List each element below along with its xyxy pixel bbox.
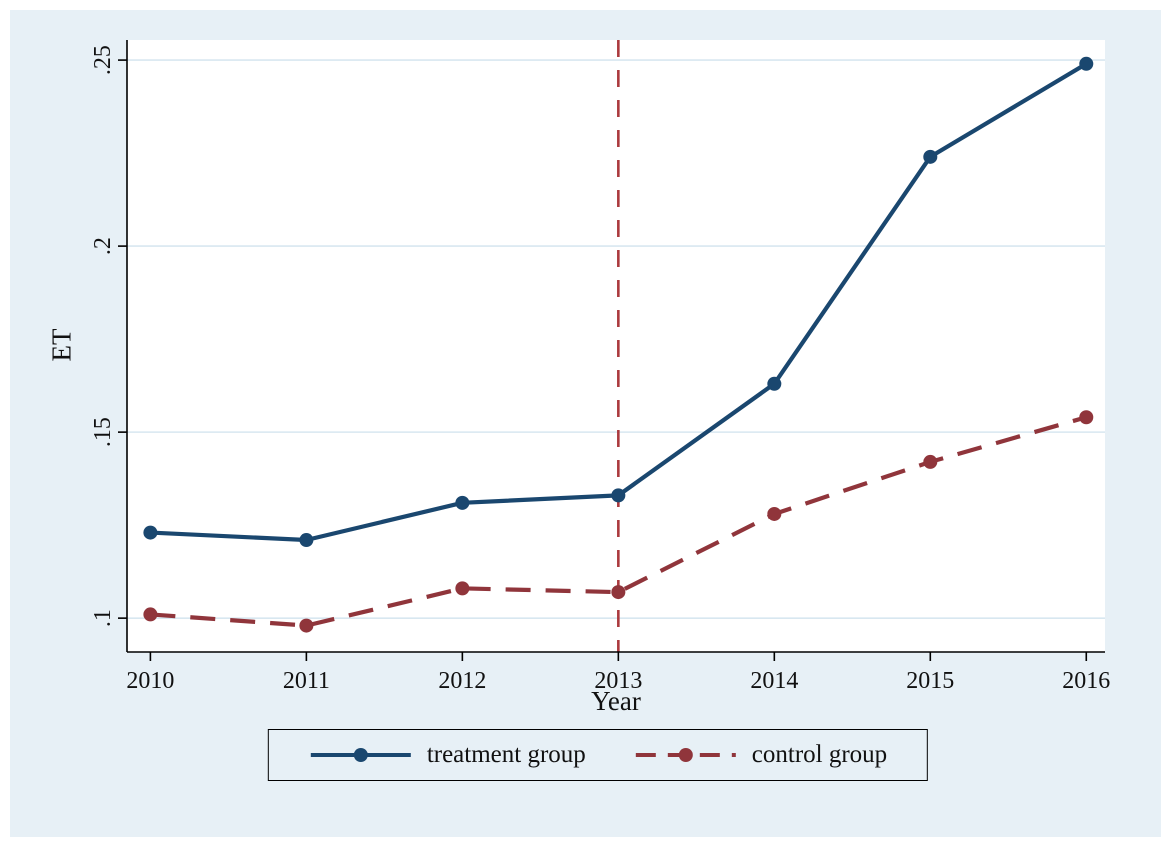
x-tick-label: 2010 (126, 668, 174, 694)
marker-treatment-group (611, 488, 626, 503)
treatment-line-sample (310, 748, 411, 762)
marker-treatment-group (455, 495, 470, 510)
x-tick-label: 2013 (594, 668, 642, 694)
marker-treatment-group (923, 149, 938, 164)
legend-label-control: control group (751, 741, 888, 768)
marker-treatment-group (143, 525, 158, 540)
legend: treatment group control group (267, 729, 929, 781)
marker-control-group (299, 618, 314, 633)
marker-control-group (143, 607, 158, 622)
marker-treatment-group (1079, 56, 1094, 71)
x-tick-label: 2015 (906, 668, 954, 694)
y-tick-label: .1 (90, 609, 116, 627)
x-tick-label: 2011 (283, 668, 330, 694)
y-tick-label: .2 (90, 237, 116, 255)
legend-label-treatment: treatment group (426, 741, 586, 768)
legend-item-treatment: treatment group (309, 741, 586, 769)
marker-control-group (611, 585, 626, 600)
marker-treatment-group (767, 376, 782, 391)
y-tick-label: .15 (90, 417, 116, 447)
marker-control-group (1079, 410, 1094, 425)
marker-treatment-group (299, 533, 314, 548)
plot-area (127, 40, 1105, 652)
marker-control-group (923, 454, 938, 469)
legend-item-control: control group (634, 741, 887, 769)
x-axis-title: Year (591, 686, 641, 716)
y-axis-title: ET (46, 328, 77, 362)
x-tick-label: 2016 (1062, 668, 1110, 694)
y-tick-label: .25 (90, 45, 116, 75)
marker-control-group (767, 506, 782, 521)
x-tick-label: 2014 (750, 668, 798, 694)
x-tick-label: 2012 (438, 668, 486, 694)
marker-control-group (455, 581, 470, 596)
control-line-sample (635, 748, 736, 762)
